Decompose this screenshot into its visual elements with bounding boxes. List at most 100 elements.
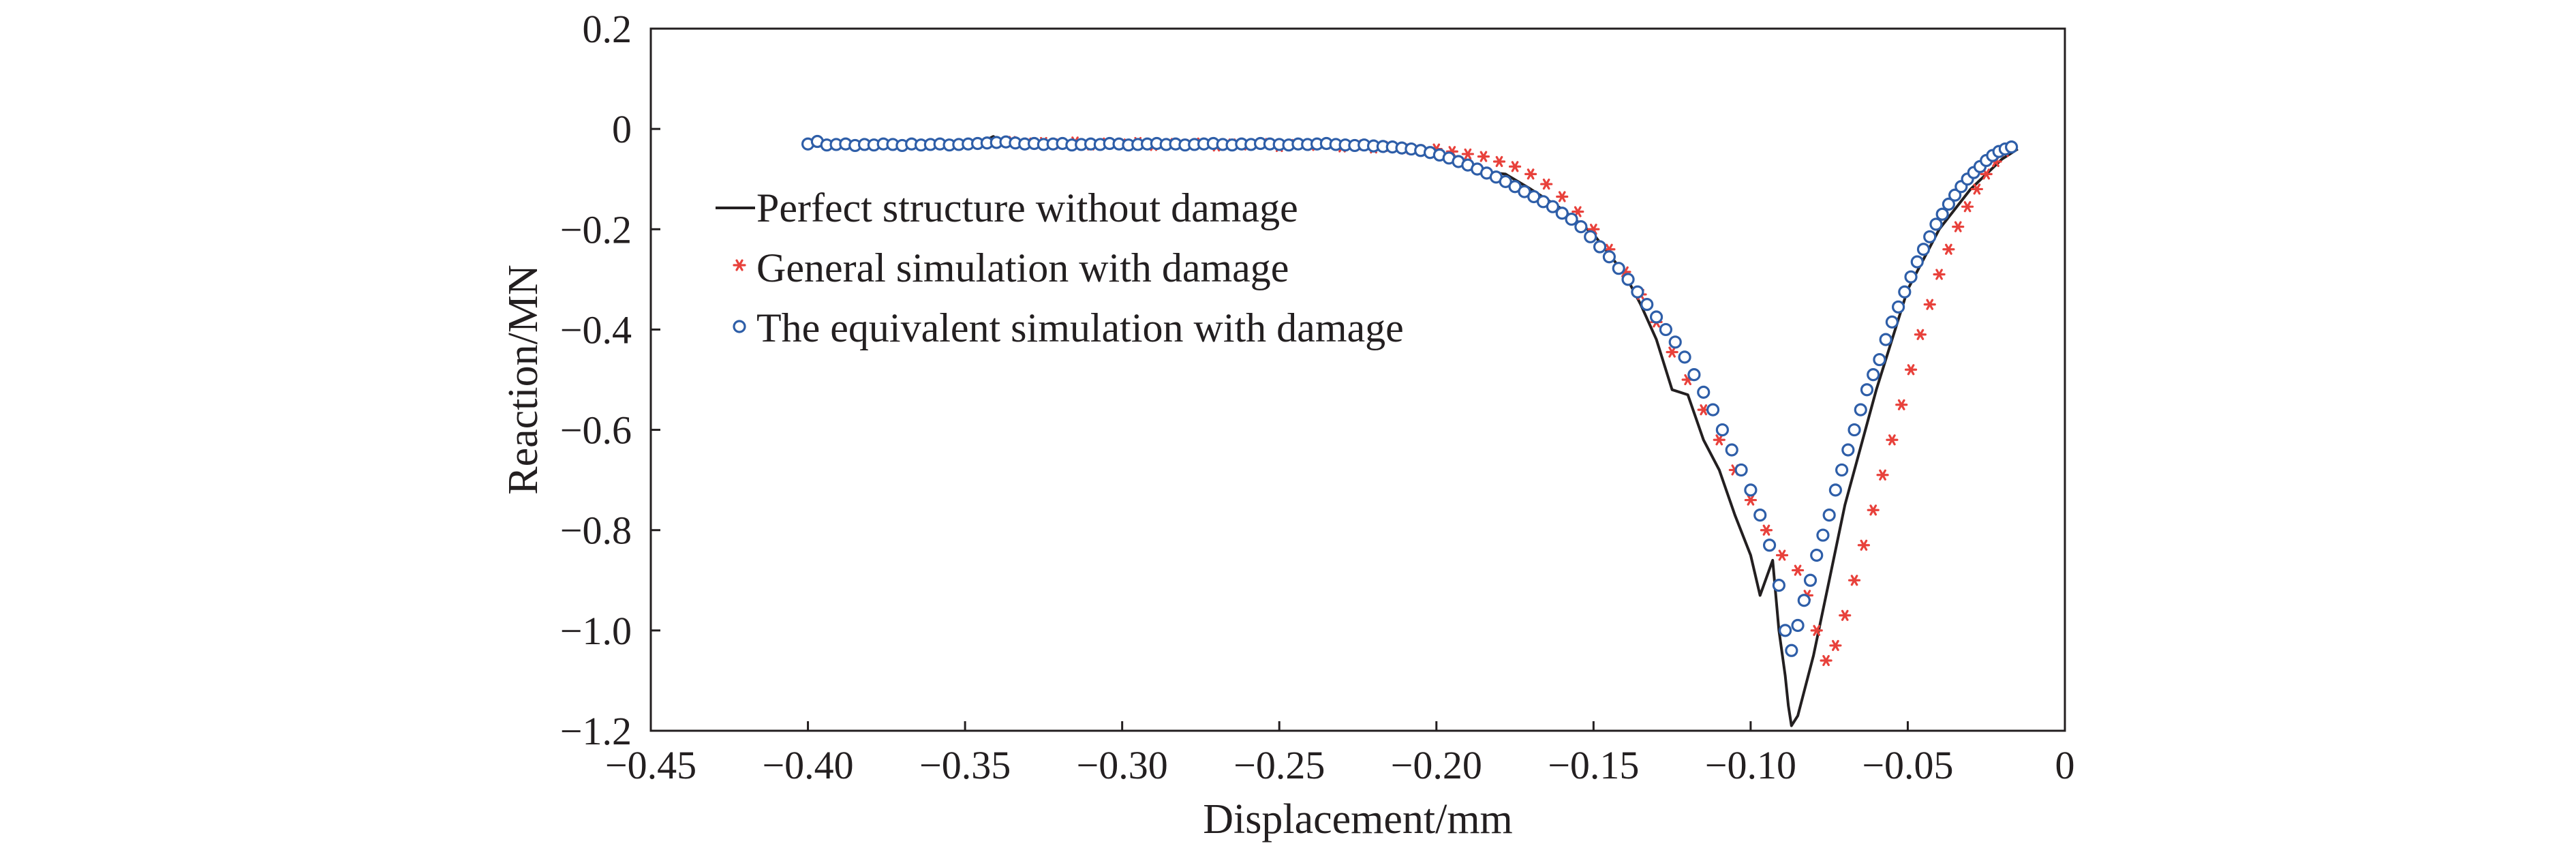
x-tick-label: −0.30 bbox=[1077, 743, 1168, 787]
general-point bbox=[1461, 148, 1474, 160]
equivalent-point bbox=[1892, 300, 1905, 314]
general-point bbox=[1847, 575, 1861, 586]
equivalent-point bbox=[1910, 255, 1924, 269]
general-point bbox=[1904, 364, 1918, 376]
equivalent-point bbox=[1898, 285, 1912, 299]
x-axis-title: Displacement/mm bbox=[1203, 796, 1513, 843]
equivalent-point bbox=[1706, 403, 1720, 417]
y-tick-label: −0.4 bbox=[560, 307, 632, 352]
equivalent-point bbox=[1612, 262, 1625, 275]
equivalent-point bbox=[1574, 220, 1588, 234]
equivalent-point bbox=[1935, 207, 1949, 221]
general-point bbox=[1744, 494, 1757, 506]
equivalent-point bbox=[2005, 140, 2019, 154]
equivalent-point bbox=[1584, 230, 1597, 243]
equivalent-point bbox=[1841, 443, 1855, 457]
equivalent-point bbox=[1847, 423, 1861, 437]
general-point bbox=[1829, 639, 1842, 652]
equivalent-point bbox=[1621, 273, 1635, 286]
general-point bbox=[1524, 168, 1537, 180]
equivalent-point bbox=[1772, 579, 1785, 592]
general-point bbox=[1857, 539, 1870, 551]
equivalent-point bbox=[1715, 423, 1729, 437]
x-tick-label: 0 bbox=[2055, 743, 2075, 787]
equivalent-point bbox=[1565, 212, 1578, 226]
general-point bbox=[1540, 178, 1553, 190]
equivalent-point bbox=[1697, 385, 1711, 399]
general-point bbox=[1775, 549, 1789, 561]
equivalent-point bbox=[1860, 383, 1874, 397]
equivalent-point bbox=[1593, 240, 1607, 254]
general-point bbox=[1508, 161, 1522, 172]
general-point bbox=[1961, 201, 1974, 213]
equivalent-point bbox=[1659, 322, 1672, 337]
x-axis-ticks: −0.45 −0.40 −0.35 −0.30 −0.25 −0.20 −0.15 −0.10… bbox=[605, 721, 2075, 787]
plot-series bbox=[801, 134, 2019, 727]
y-tick-label: −0.6 bbox=[560, 408, 632, 453]
general-point bbox=[1933, 269, 1946, 280]
equivalent-point bbox=[1640, 298, 1654, 312]
y-tick-label: 0 bbox=[612, 107, 632, 151]
equivalent-point bbox=[1785, 643, 1798, 657]
equivalent-point bbox=[1810, 548, 1824, 562]
x-tick-label: −0.05 bbox=[1862, 743, 1953, 787]
y-tick-label: 0.2 bbox=[583, 7, 632, 51]
equivalent-point bbox=[1687, 368, 1701, 382]
equivalent-point bbox=[1929, 217, 1943, 231]
equivalent-point bbox=[1867, 368, 1880, 382]
legend-label-perfect: Perfect structure without damage bbox=[756, 185, 1298, 230]
equivalent-point bbox=[1791, 618, 1805, 633]
equivalent-point bbox=[1803, 573, 1818, 587]
equivalent-point bbox=[1854, 403, 1867, 417]
x-tick-label: −0.25 bbox=[1233, 743, 1325, 787]
equivalent-point bbox=[1942, 197, 1955, 211]
plot-frame bbox=[649, 27, 2066, 732]
general-point bbox=[1666, 346, 1678, 358]
series-equivalent-points bbox=[801, 134, 2019, 657]
equivalent-point bbox=[1816, 528, 1830, 542]
legend-asterisk bbox=[733, 259, 746, 271]
equivalent-point bbox=[1822, 509, 1836, 522]
general-point bbox=[1923, 299, 1936, 310]
equivalent-point bbox=[1885, 315, 1899, 329]
y-tick-label: −1.2 bbox=[560, 709, 632, 753]
equivalent-point bbox=[1828, 483, 1842, 497]
general-point bbox=[1477, 151, 1490, 162]
equivalent-point bbox=[1916, 243, 1931, 256]
equivalent-point bbox=[1602, 250, 1616, 264]
general-point bbox=[1839, 609, 1852, 621]
y-tick-label: −0.2 bbox=[560, 207, 632, 252]
general-point bbox=[1970, 183, 1983, 195]
equivalent-point bbox=[1753, 509, 1767, 522]
equivalent-point bbox=[1678, 350, 1691, 364]
general-point bbox=[1914, 329, 1927, 340]
legend-swatch-equivalent-circle bbox=[733, 320, 746, 333]
equivalent-point bbox=[1904, 270, 1918, 284]
x-tick-label: −0.20 bbox=[1391, 743, 1482, 787]
legend: Perfect structure without damage General… bbox=[716, 185, 1404, 350]
equivalent-point bbox=[1779, 624, 1792, 637]
general-point bbox=[1886, 434, 1899, 446]
equivalent-point bbox=[1948, 188, 1962, 202]
y-tick-label: −1.0 bbox=[560, 609, 632, 653]
legend-swatch-general-asterisk bbox=[733, 259, 746, 271]
equivalent-point bbox=[1835, 463, 1849, 477]
equivalent-point bbox=[1923, 230, 1937, 243]
general-point bbox=[1791, 564, 1805, 576]
equivalent-point bbox=[1879, 333, 1892, 346]
equivalent-point bbox=[1734, 463, 1748, 477]
general-point bbox=[1952, 221, 1965, 232]
equivalent-point bbox=[1762, 539, 1777, 552]
x-tick-label: −0.35 bbox=[919, 743, 1011, 787]
y-axis-title: Reaction/MN bbox=[500, 264, 547, 495]
general-point bbox=[1876, 469, 1889, 481]
legend-label-equivalent: The equivalent simulation with damage bbox=[756, 305, 1404, 350]
general-point bbox=[1942, 243, 1955, 255]
x-tick-label: −0.10 bbox=[1705, 743, 1796, 787]
y-axis-ticks: 0.2 0 −0.2 −0.4 −0.6 −0.8 −1.0 −1.2 bbox=[560, 7, 660, 753]
equivalent-point bbox=[1631, 285, 1644, 299]
equivalent-point bbox=[1546, 200, 1559, 213]
equivalent-point bbox=[1725, 443, 1738, 457]
